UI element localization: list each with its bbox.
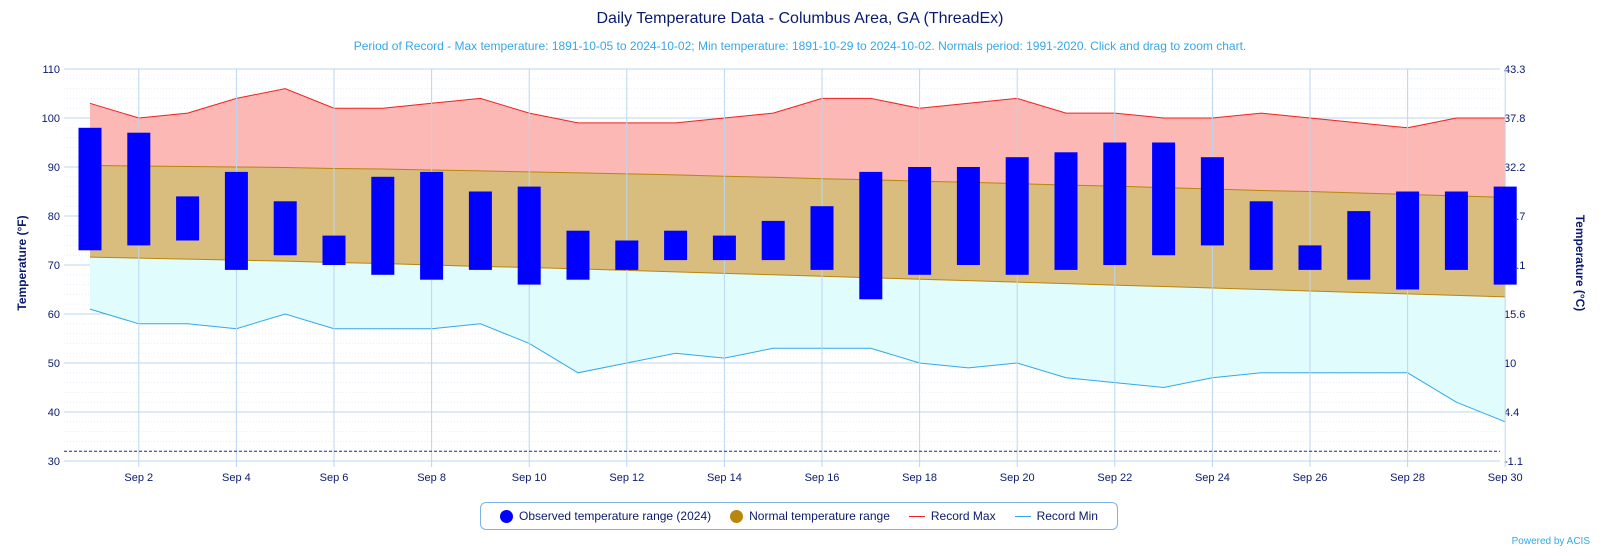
y-tick-label-right: 32.2 [1504, 162, 1525, 174]
record-max-line [89, 88, 1506, 129]
legend-record-min-marker [1014, 515, 1031, 517]
acis-credit-link[interactable]: Powered by ACIS [1511, 536, 1590, 547]
legend-normal-marker [730, 509, 744, 523]
observed-range-bar [420, 171, 444, 280]
observed-range-bar [810, 206, 834, 270]
x-tick-label: Sep 16 [805, 472, 840, 484]
chart-title: Daily Temperature Data - Columbus Area, … [597, 10, 1004, 27]
chart-legend: Observed temperature range (2024) Normal… [480, 502, 1118, 530]
legend-record-max-label: Record Max [930, 509, 996, 523]
observed-range-bar [1200, 157, 1224, 246]
observed-range-bar [664, 230, 688, 261]
x-tick-label: Sep 2 [124, 472, 153, 484]
x-tick-label: Sep 28 [1390, 472, 1425, 484]
legend-item-observed[interactable]: Observed temperature range (2024) [500, 509, 711, 523]
observed-range-bar [615, 240, 639, 270]
observed-range-bar [1298, 245, 1322, 270]
observed-range-bar [712, 235, 736, 261]
observed-range-bar [1396, 191, 1420, 290]
observed-range-bar [78, 127, 102, 251]
observed-range-bar [1103, 142, 1127, 265]
normal-high-line [89, 165, 1506, 198]
legend-observed-label: Observed temperature range (2024) [519, 509, 712, 523]
legend-normal-label: Normal temperature range [749, 509, 890, 523]
y-tick-label-right: 37.8 [1504, 113, 1525, 125]
legend-item-record-min[interactable]: Record Min [1014, 509, 1098, 523]
y-tick-label-left: 110 [42, 64, 60, 76]
x-tick-label: Sep 18 [902, 472, 937, 484]
observed-range-bar [127, 132, 151, 246]
x-tick-label: Sep 24 [1195, 472, 1230, 484]
y-tick-label-left: 60 [48, 309, 60, 321]
observed-range-bar [566, 230, 590, 280]
observed-range-bar [224, 171, 248, 270]
observed-range-bar [1054, 152, 1078, 270]
observed-range-bar [1493, 186, 1517, 285]
observed-range-bar [1005, 157, 1029, 275]
observed-range-bar [859, 171, 883, 300]
y-tick-label-left: 50 [48, 358, 60, 370]
y-tick-label-right: 15.6 [1504, 309, 1525, 321]
x-tick-label: Sep 10 [512, 472, 547, 484]
y-tick-label-left: 80 [48, 211, 60, 223]
record-min-line [89, 308, 1506, 423]
observed-range-bar [468, 191, 492, 270]
observed-range-bar [956, 167, 980, 265]
observed-range-bar [908, 167, 932, 275]
x-tick-label: Sep 20 [1000, 472, 1035, 484]
x-tick-label: Sep 14 [707, 472, 742, 484]
normal-range-area [90, 165, 1506, 297]
legend-item-record-max[interactable]: Record Max [908, 509, 996, 523]
observed-range-bar [322, 235, 346, 265]
legend-record-max-marker [908, 515, 925, 517]
legend-item-normal[interactable]: Normal temperature range [730, 509, 890, 523]
x-tick-label: Sep 4 [222, 472, 251, 484]
observed-range-bar [517, 186, 541, 285]
observed-range-bar [761, 220, 785, 261]
observed-range-bar [176, 196, 200, 241]
y-tick-label-left: 30 [48, 456, 60, 468]
y-tick-label-left: 40 [48, 407, 60, 419]
x-tick-label: Sep 8 [417, 472, 446, 484]
x-tick-label: Sep 22 [1097, 472, 1132, 484]
y-axis-label-left: Temperature (°F) [15, 215, 29, 310]
legend-record-min-label: Record Min [1036, 509, 1098, 523]
x-tick-label: Sep 30 [1488, 472, 1523, 484]
x-tick-label: Sep 26 [1293, 472, 1328, 484]
observed-range-bar [371, 176, 395, 275]
y-tick-label-right: 4.4 [1504, 407, 1519, 419]
y-tick-label-right: 43.3 [1504, 64, 1525, 76]
y-tick-label-right: -1.1 [1504, 456, 1523, 468]
x-tick-label: Sep 12 [609, 472, 644, 484]
x-tick-label: Sep 6 [320, 472, 349, 484]
observed-range-bar [273, 201, 297, 256]
y-tick-label-right: 10 [1504, 358, 1516, 370]
plot-area[interactable]: 30-1.1404.450106015.67021.18026.79032.21… [42, 64, 1526, 484]
y-axis-label-right: Temperature (°C) [1573, 215, 1587, 312]
observed-range-bar [1444, 191, 1468, 270]
y-tick-label-left: 100 [42, 113, 60, 125]
observed-range-bar [1347, 211, 1371, 280]
observed-range-bar [1152, 142, 1176, 256]
legend-observed-marker [500, 509, 514, 523]
record-min-area [90, 257, 1506, 422]
observed-range-bar [1249, 201, 1273, 270]
y-tick-label-left: 90 [48, 162, 60, 174]
y-tick-label-left: 70 [48, 260, 60, 272]
chart-subtitle: Period of Record - Max temperature: 1891… [354, 39, 1247, 53]
